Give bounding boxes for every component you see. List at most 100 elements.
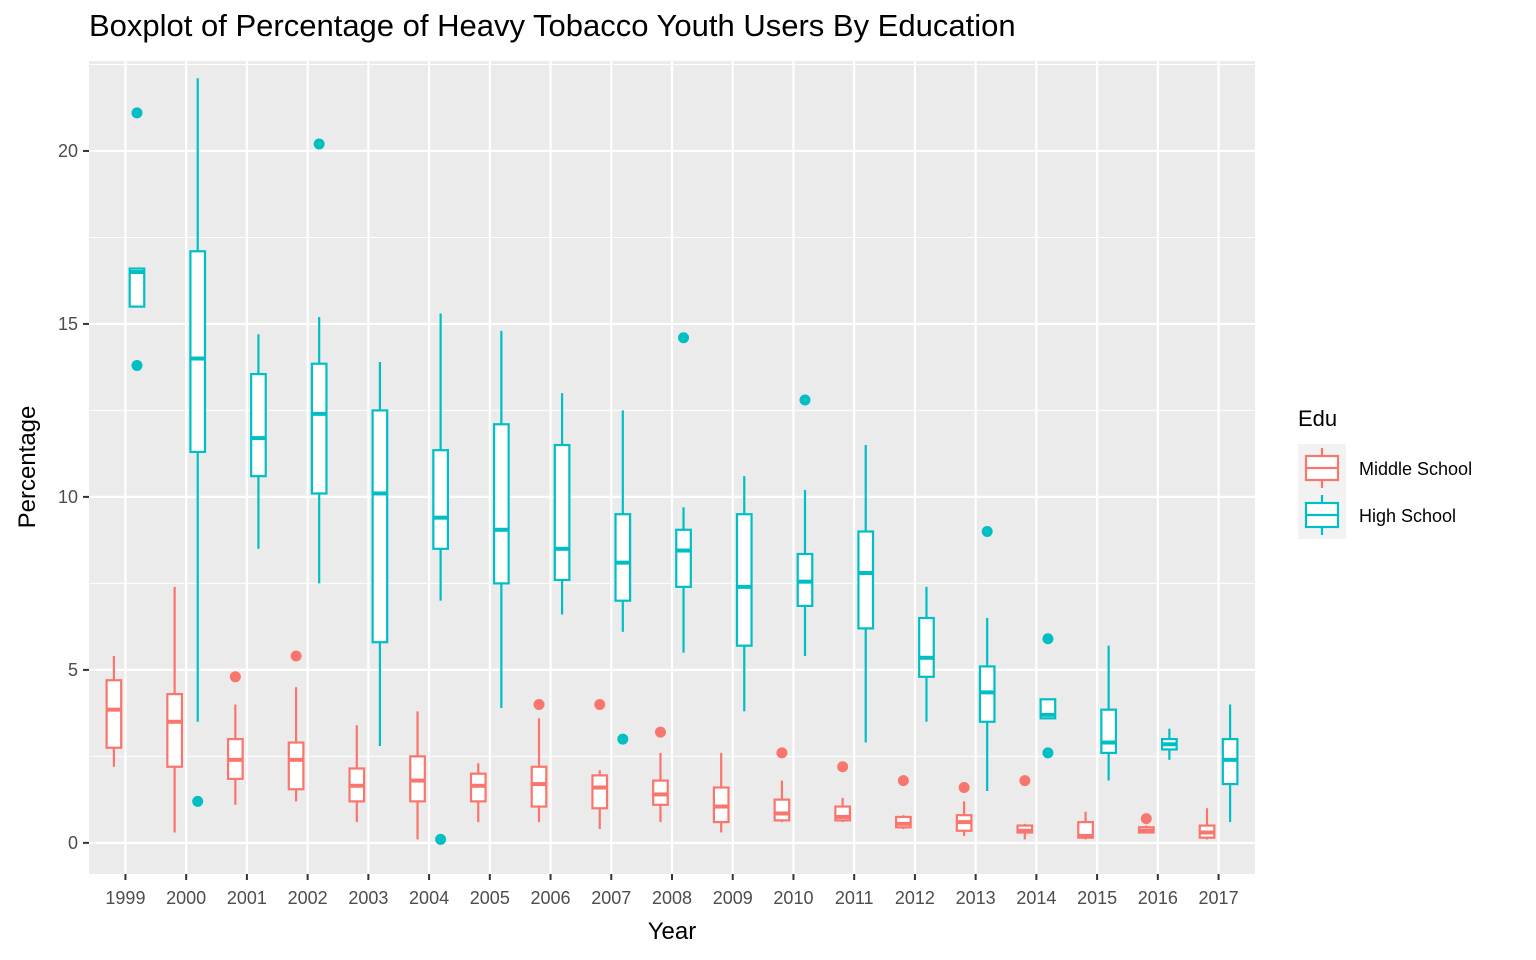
outlier-point: [1019, 775, 1031, 787]
box-high-school-1999: [128, 107, 146, 371]
legend-key-middle-school: [1304, 448, 1340, 488]
x-tick-label: 2012: [895, 888, 935, 908]
outlier-point: [313, 138, 325, 150]
outlier-point: [131, 359, 143, 371]
major-gridlines: [89, 61, 1255, 874]
box-middle-school-2017: [1198, 808, 1216, 840]
y-tick-label: 5: [68, 660, 78, 680]
box-middle-school-2010: [773, 747, 791, 823]
box-middle-school-2000: [166, 586, 184, 833]
box-iqr: [614, 513, 632, 602]
x-tick-label: 2009: [713, 888, 753, 908]
box-iqr: [1100, 708, 1118, 755]
box-iqr: [735, 513, 753, 647]
box-high-school-2009: [735, 476, 753, 712]
box-middle-school-2013: [955, 782, 973, 836]
box-iqr: [492, 423, 510, 585]
outlier-point: [533, 698, 545, 710]
box-high-school-2008: [675, 332, 692, 653]
x-tick-label: 2000: [166, 888, 206, 908]
box-high-school-2004: [432, 313, 450, 845]
box-high-school-2006: [553, 393, 571, 615]
box-high-school-2013: [978, 526, 996, 791]
y-axis-title: Percentage: [14, 406, 41, 529]
y-tick-label: 15: [58, 314, 78, 334]
legend-key-high-school: [1304, 495, 1340, 535]
box-high-school-2012: [918, 586, 935, 722]
box-iqr: [310, 362, 328, 495]
box-iqr: [128, 267, 146, 308]
outlier-point: [799, 394, 811, 406]
outlier-point: [897, 775, 909, 787]
outlier-point: [192, 795, 204, 807]
chart-title: Boxplot of Percentage of Heavy Tobacco Y…: [89, 8, 1016, 43]
box-middle-school-2007: [591, 698, 609, 830]
box-high-school-2003: [371, 361, 389, 746]
x-tick-label: 2016: [1138, 888, 1178, 908]
box-high-school-2000: [189, 78, 207, 807]
box-high-school-2016: [1160, 728, 1178, 760]
outlier-point: [131, 107, 143, 119]
box-high-school-2017: [1221, 704, 1239, 823]
box-middle-school-2016: [1137, 813, 1155, 834]
outlier-point: [654, 726, 666, 738]
box-iqr: [287, 741, 305, 791]
outlier-point: [1042, 633, 1054, 645]
box-iqr: [591, 774, 609, 810]
box-iqr: [675, 528, 692, 588]
x-tick-label: 2013: [956, 888, 996, 908]
x-tick-label: 2006: [531, 888, 571, 908]
x-tick-label: 2005: [470, 888, 510, 908]
outlier-point: [594, 698, 606, 710]
box-layer: [105, 78, 1239, 845]
x-tick-label: 2010: [773, 888, 813, 908]
x-tick-label: 1999: [105, 888, 145, 908]
box-middle-school-2004: [409, 711, 426, 840]
box-middle-school-1999: [105, 656, 123, 767]
outlier-point: [1042, 747, 1054, 759]
outlier-point: [837, 761, 849, 773]
y-axis: 0 5 10 15 20: [58, 141, 89, 853]
x-tick-label: 2008: [652, 888, 692, 908]
box-high-school-2015: [1100, 645, 1118, 781]
legend-title: Edu: [1298, 406, 1337, 431]
x-axis-title: Year: [648, 918, 697, 945]
y-tick-label: 20: [58, 141, 78, 161]
x-axis: 1999 2000 2001 2002 2003 2004 2005 2006 2007 2008…: [105, 874, 1239, 908]
x-tick-label: 2001: [227, 888, 267, 908]
box-high-school-2001: [250, 334, 267, 549]
box-iqr: [250, 372, 267, 478]
box-middle-school-2014: [1016, 775, 1034, 840]
outlier-point: [290, 650, 302, 662]
x-tick-label: 2015: [1077, 888, 1117, 908]
box-middle-school-2001: [226, 671, 244, 805]
x-tick-label: 2002: [288, 888, 328, 908]
x-tick-label: 2003: [348, 888, 388, 908]
y-tick-label: 0: [68, 833, 78, 853]
x-tick-label: 2017: [1199, 888, 1239, 908]
box-high-school-2014: [1039, 633, 1057, 759]
legend: Edu Middle School High School: [1298, 406, 1472, 539]
box-middle-school-2012: [894, 775, 912, 830]
box-middle-school-2011: [834, 761, 852, 823]
box-iqr: [166, 693, 184, 768]
box-iqr: [432, 449, 450, 550]
box-middle-school-2005: [469, 763, 487, 823]
outlier-point: [1140, 813, 1152, 825]
box-iqr: [105, 679, 123, 749]
outlier-point: [958, 782, 970, 794]
box-middle-school-2003: [348, 725, 366, 823]
x-tick-label: 2007: [591, 888, 631, 908]
box-high-school-2011: [857, 445, 875, 743]
box-high-school-2010: [796, 394, 814, 657]
legend-label-middle-school: Middle School: [1359, 459, 1472, 479]
box-middle-school-2002: [287, 650, 305, 802]
box-high-school-2005: [492, 330, 510, 708]
outlier-point: [678, 332, 690, 344]
x-tick-label: 2004: [409, 888, 449, 908]
box-iqr: [530, 765, 548, 808]
outlier-point: [435, 833, 447, 845]
box-iqr: [553, 443, 571, 582]
box-iqr: [773, 798, 791, 822]
